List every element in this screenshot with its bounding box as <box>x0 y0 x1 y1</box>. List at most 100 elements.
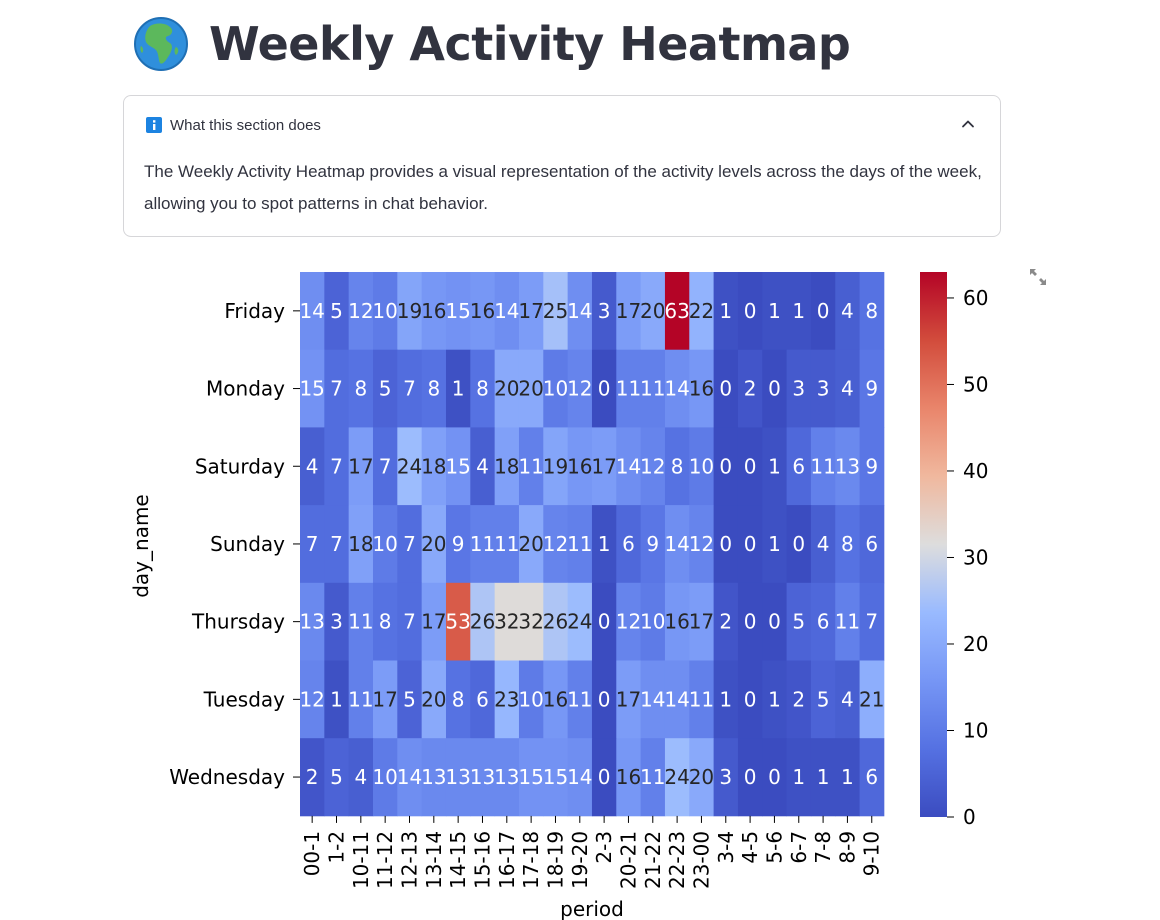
heatmap-cell-label: 14 <box>664 532 689 556</box>
heatmap-cell <box>518 349 544 428</box>
heatmap-cell <box>470 582 496 661</box>
heatmap-cell-label: 5 <box>403 687 416 711</box>
heatmap-cell-label: 11 <box>494 532 519 556</box>
heatmap-cell <box>421 660 447 739</box>
heatmap-cell <box>713 427 739 506</box>
heatmap-cell <box>859 738 885 817</box>
heatmap-cell-label: 17 <box>372 687 397 711</box>
x-tick-label: 2-3 <box>592 831 616 864</box>
heatmap-cell-label: 10 <box>372 532 397 556</box>
heatmap-cell <box>762 582 787 661</box>
heatmap-cell <box>859 272 885 351</box>
heatmap-cell-label: 9 <box>452 532 465 556</box>
heatmap-cell <box>713 738 739 817</box>
heatmap-cell <box>348 272 374 351</box>
heatmap-cell <box>810 349 836 428</box>
heatmap-cell-label: 1 <box>841 765 854 789</box>
heatmap-cell <box>810 505 836 584</box>
heatmap-cell <box>737 349 763 428</box>
heatmap-cell <box>616 582 642 661</box>
heatmap-cell-label: 1 <box>768 454 781 478</box>
x-tick-label: 21-22 <box>641 831 665 889</box>
heatmap-cell-label: 18 <box>421 454 446 478</box>
heatmap-cell-label: 12 <box>543 532 568 556</box>
heatmap-cell-label: 10 <box>640 610 665 634</box>
heatmap-cell <box>689 660 715 739</box>
heatmap-cell-label: 17 <box>616 687 641 711</box>
heatmap-cell <box>348 660 374 739</box>
heatmap-cell <box>421 349 447 428</box>
heatmap-cell-label: 0 <box>768 765 781 789</box>
heatmap-cell <box>616 505 642 584</box>
heatmap-cell-label: 20 <box>640 299 665 323</box>
heatmap-cell-label: 17 <box>348 454 373 478</box>
heatmap-cell <box>835 505 860 584</box>
heatmap-cell <box>616 660 642 739</box>
heatmap-cell <box>445 738 471 817</box>
heatmap-cell <box>567 738 593 817</box>
heatmap-cell <box>324 427 350 506</box>
heatmap-cell <box>421 505 447 584</box>
heatmap-cell-label: 8 <box>354 377 367 401</box>
heatmap-cell-label: 11 <box>640 765 665 789</box>
x-axis: 00-1 1-2 10-11 11-12 12-13 13-14 14-15 15-16 16-… <box>300 815 884 889</box>
fullscreen-icon[interactable] <box>1028 267 1048 287</box>
heatmap-cell <box>543 505 569 584</box>
heatmap-cell-label: 6 <box>865 532 878 556</box>
heatmap-cell-label: 6 <box>622 532 635 556</box>
heatmap-cell <box>543 272 569 351</box>
heatmap-cell-label: 14 <box>494 299 519 323</box>
heatmap-cell <box>737 738 763 817</box>
x-tick-label: 17-18 <box>519 831 543 889</box>
heatmap-cell <box>689 505 715 584</box>
heatmap-cell-label: 22 <box>689 299 714 323</box>
expander-header[interactable]: What this section does <box>146 115 321 135</box>
heatmap-cell <box>762 660 787 739</box>
heatmap-cell <box>835 582 860 661</box>
heatmap-cell <box>372 349 398 428</box>
x-tick-label: 14-15 <box>446 831 470 889</box>
heatmap-cell-label: 6 <box>817 610 830 634</box>
heatmap-cell <box>713 272 739 351</box>
heatmap-cell-label: 8 <box>865 299 878 323</box>
heatmap-cell <box>397 427 423 506</box>
heatmap-cell-label: 16 <box>567 454 592 478</box>
heatmap-cell <box>689 272 715 351</box>
heatmap-cell <box>470 505 496 584</box>
heatmap-cell-label: 17 <box>689 610 714 634</box>
heatmap-cell <box>518 427 544 506</box>
heatmap-cell <box>445 582 471 661</box>
heatmap-cell <box>762 427 787 506</box>
heatmap-cell-label: 9 <box>646 532 659 556</box>
heatmap-cell-label: 11 <box>640 377 665 401</box>
heatmap-cell-label: 26 <box>543 610 568 634</box>
heatmap-cell <box>689 349 715 428</box>
heatmap-cell-label: 16 <box>689 377 714 401</box>
y-tick-label: Wednesday <box>169 765 285 789</box>
heatmap-cell-label: 21 <box>859 687 884 711</box>
colorbar-tick-label: 60 <box>963 286 988 310</box>
y-tick-label: Saturday <box>195 454 285 478</box>
heatmap-cell-label: 16 <box>421 299 446 323</box>
heatmap-cell-label: 0 <box>719 532 732 556</box>
heatmap-cell <box>810 582 836 661</box>
heatmap-cell <box>445 349 471 428</box>
heatmap-cell-label: 6 <box>476 687 489 711</box>
heatmap-cell <box>300 349 325 428</box>
heatmap-cell-label: 6 <box>865 765 878 789</box>
heatmap-cell-label: 8 <box>379 610 392 634</box>
heatmap-cell <box>737 272 763 351</box>
heatmap-cell-label: 1 <box>598 532 611 556</box>
colorbar-tick-label: 20 <box>963 632 988 656</box>
heatmap-cell-label: 7 <box>379 454 392 478</box>
heatmap-cell-label: 11 <box>518 454 543 478</box>
x-tick-label: 23-00 <box>689 831 713 889</box>
chevron-up-icon[interactable] <box>960 116 976 132</box>
heatmap-cell-label: 0 <box>744 299 757 323</box>
heatmap-cell <box>859 582 885 661</box>
y-axis: Friday Monday Saturday Sunday Thursday Tuesda… <box>169 299 300 789</box>
heatmap-cell <box>445 505 471 584</box>
heatmap-cell-label: 32 <box>518 610 543 634</box>
heatmap-cell <box>324 272 350 351</box>
